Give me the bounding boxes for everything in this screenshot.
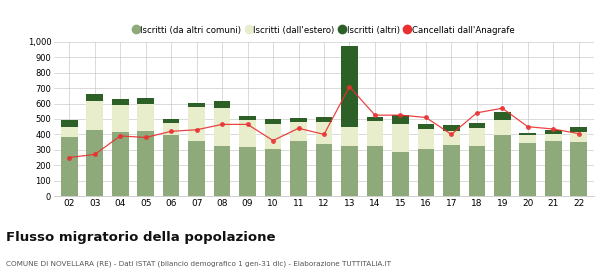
- Bar: [61, 127, 77, 137]
- Bar: [188, 103, 205, 108]
- Bar: [545, 130, 562, 134]
- Bar: [316, 122, 332, 144]
- Bar: [316, 144, 332, 196]
- Bar: [86, 94, 103, 101]
- Bar: [265, 149, 281, 196]
- Bar: [163, 135, 179, 196]
- Bar: [469, 128, 485, 146]
- Bar: [392, 152, 409, 196]
- Bar: [520, 143, 536, 196]
- Bar: [112, 99, 128, 105]
- Bar: [494, 120, 511, 135]
- Bar: [418, 129, 434, 149]
- Legend: Iscritti (da altri comuni), Iscritti (dall'estero), Iscritti (altri), Cancellati: Iscritti (da altri comuni), Iscritti (da…: [133, 25, 515, 35]
- Bar: [188, 108, 205, 141]
- Bar: [443, 131, 460, 145]
- Bar: [520, 133, 536, 135]
- Text: COMUNE DI NOVELLARA (RE) - Dati ISTAT (bilancio demografico 1 gen-31 dic) - Elab: COMUNE DI NOVELLARA (RE) - Dati ISTAT (b…: [6, 260, 391, 267]
- Bar: [571, 142, 587, 196]
- Bar: [214, 108, 230, 146]
- Bar: [61, 120, 77, 127]
- Bar: [239, 120, 256, 147]
- Bar: [61, 137, 77, 196]
- Bar: [494, 135, 511, 196]
- Bar: [163, 123, 179, 135]
- Bar: [367, 117, 383, 120]
- Bar: [214, 146, 230, 196]
- Bar: [545, 134, 562, 141]
- Bar: [290, 118, 307, 122]
- Bar: [112, 132, 128, 196]
- Bar: [367, 146, 383, 196]
- Bar: [214, 101, 230, 108]
- Bar: [137, 131, 154, 196]
- Bar: [443, 145, 460, 196]
- Bar: [265, 119, 281, 124]
- Bar: [392, 123, 409, 152]
- Bar: [112, 105, 128, 132]
- Bar: [265, 124, 281, 149]
- Bar: [239, 147, 256, 196]
- Bar: [469, 123, 485, 128]
- Bar: [163, 119, 179, 123]
- Bar: [137, 98, 154, 104]
- Bar: [392, 115, 409, 124]
- Bar: [545, 141, 562, 196]
- Bar: [290, 122, 307, 141]
- Bar: [571, 132, 587, 142]
- Bar: [469, 146, 485, 196]
- Bar: [137, 104, 154, 131]
- Bar: [418, 149, 434, 196]
- Bar: [86, 101, 103, 130]
- Bar: [188, 141, 205, 196]
- Bar: [239, 116, 256, 120]
- Bar: [571, 127, 587, 132]
- Text: Flusso migratorio della popolazione: Flusso migratorio della popolazione: [6, 231, 275, 244]
- Bar: [418, 124, 434, 129]
- Bar: [341, 146, 358, 196]
- Bar: [290, 141, 307, 196]
- Bar: [494, 112, 511, 120]
- Bar: [341, 46, 358, 127]
- Bar: [443, 125, 460, 131]
- Bar: [341, 127, 358, 146]
- Bar: [367, 120, 383, 146]
- Bar: [316, 118, 332, 122]
- Bar: [520, 135, 536, 143]
- Bar: [86, 130, 103, 196]
